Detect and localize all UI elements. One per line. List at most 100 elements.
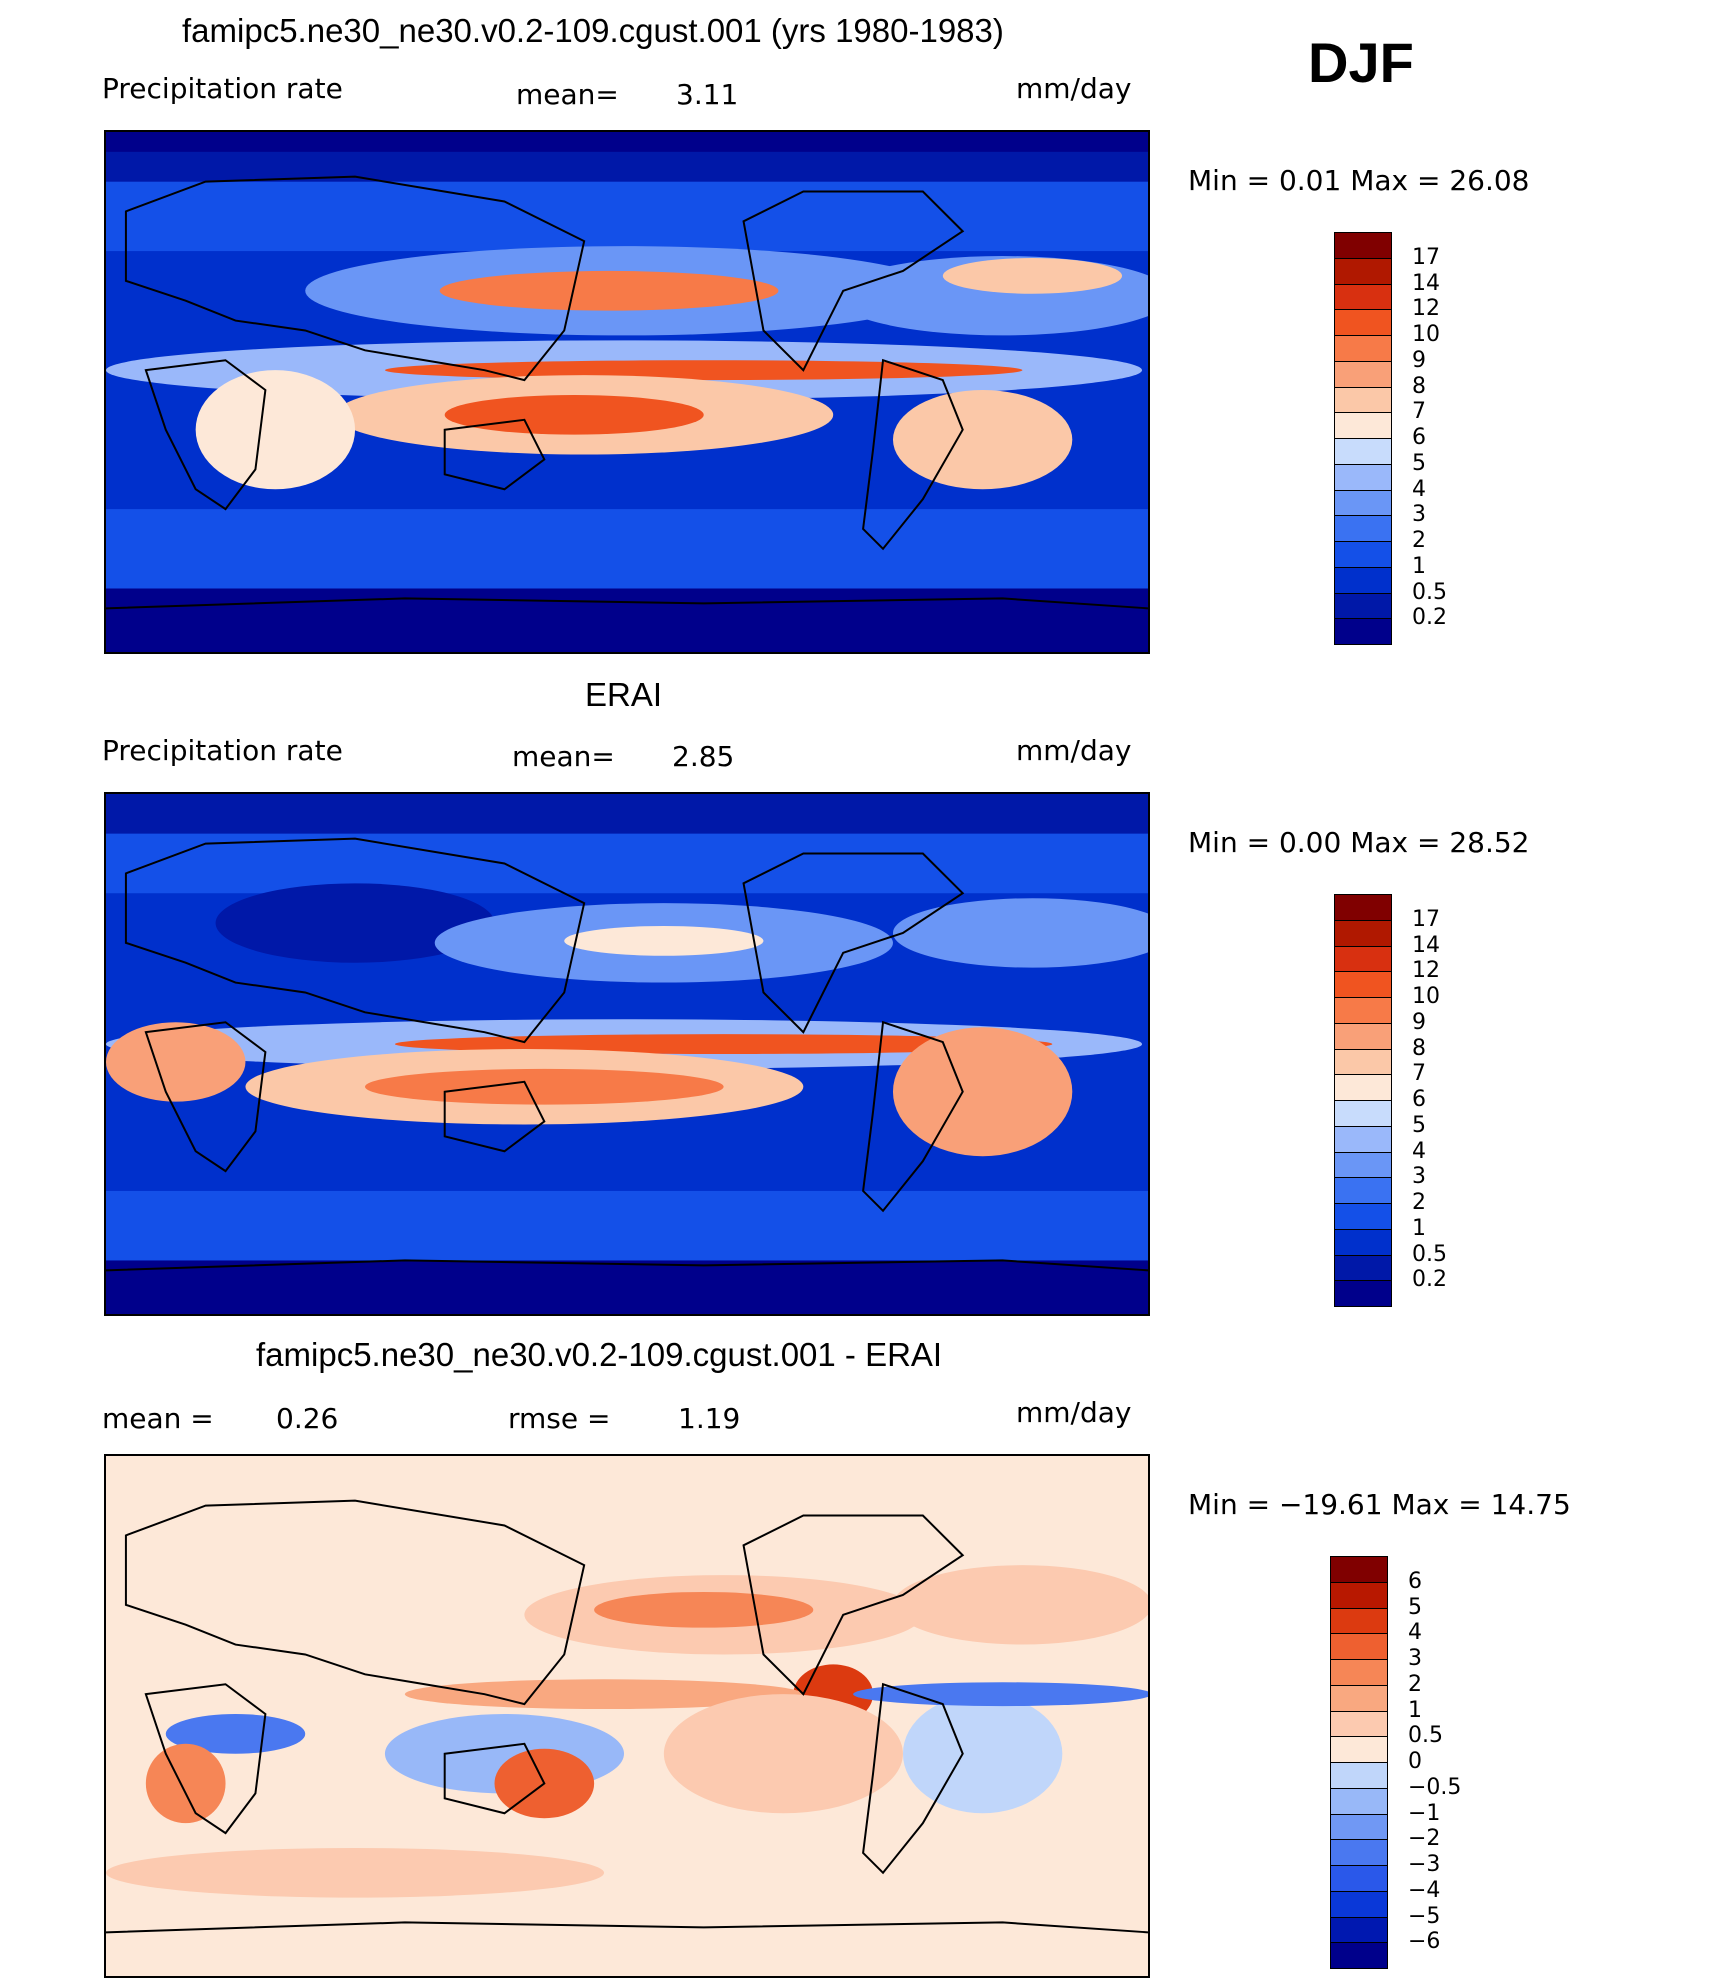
panel2-mean-value: 2.85	[672, 740, 735, 773]
panel1-map	[104, 130, 1150, 654]
colorbar-swatch	[1334, 412, 1392, 439]
colorbar-swatch	[1334, 1228, 1392, 1256]
colorbar-swatch	[1334, 386, 1392, 414]
panel3-map	[104, 1454, 1150, 1978]
panel3-mean-value: 0.26	[276, 1402, 339, 1435]
colorbar-tick-label: 10	[1412, 984, 1440, 1009]
colorbar-swatch	[1330, 1916, 1388, 1944]
colorbar-tick-label: −6	[1408, 1929, 1441, 1955]
colorbar-swatch	[1330, 1762, 1388, 1789]
colorbar-swatch	[1334, 919, 1392, 947]
colorbar-swatch	[1334, 438, 1392, 465]
colorbar-swatch	[1334, 1100, 1392, 1127]
panel3-rmse-value: 1.19	[678, 1402, 741, 1435]
colorbar-tick-label: 3	[1408, 1646, 1422, 1671]
panel2-map-field	[106, 794, 1148, 1314]
colorbar-tick-label: −4	[1408, 1877, 1441, 1903]
colorbar-tick-label: 17	[1412, 244, 1440, 270]
colorbar-tick-label: −5	[1408, 1903, 1441, 1929]
colorbar-swatch	[1334, 541, 1392, 568]
colorbar-swatch	[1334, 463, 1392, 491]
colorbar-swatch	[1330, 1890, 1388, 1918]
colorbar-swatch	[1334, 309, 1392, 336]
panel3-mean-label: mean =	[102, 1402, 214, 1435]
colorbar-tick-label: 4	[1408, 1620, 1422, 1646]
colorbar-tick-label: 9	[1412, 1009, 1426, 1035]
colorbar-swatch	[1334, 1254, 1392, 1282]
colorbar-tick-label: 0.2	[1412, 1267, 1447, 1293]
colorbar-swatch	[1334, 283, 1392, 311]
colorbar-tick-label: 0.2	[1412, 605, 1447, 631]
colorbar-tick-label: 3	[1412, 502, 1426, 528]
panel1-map-field	[106, 132, 1148, 652]
colorbar-swatch	[1334, 1074, 1392, 1101]
panel1-colorbar: 17 14 12 10 9 8 7 6 5 4 3 2 1 0.5 0.2	[1334, 232, 1534, 645]
colorbar-swatch	[1334, 1151, 1392, 1179]
colorbar-swatch	[1334, 489, 1392, 517]
colorbar-swatch	[1330, 1813, 1388, 1841]
panel2-mean-label: mean=	[512, 740, 615, 773]
colorbar-swatch	[1330, 1556, 1388, 1583]
colorbar-swatch	[1334, 618, 1392, 645]
colorbar-tick-label: 1	[1412, 553, 1426, 579]
colorbar-tick-label: 6	[1408, 1568, 1422, 1594]
colorbar-tick-label: 5	[1412, 1112, 1426, 1138]
panel1-variable-label: Precipitation rate	[102, 72, 343, 105]
panel3-rmse-label: rmse =	[508, 1402, 611, 1435]
panel2-variable-label: Precipitation rate	[102, 734, 343, 767]
colorbar-tick-label: 8	[1412, 1035, 1426, 1061]
colorbar-tick-label: 3	[1412, 1164, 1426, 1190]
colorbar-tick-label: 2	[1412, 528, 1426, 553]
colorbar-tick-label: 2	[1412, 1190, 1426, 1215]
panel2-units: mm/day	[1016, 734, 1132, 767]
colorbar-swatch	[1334, 257, 1392, 285]
colorbar-swatch	[1330, 1787, 1388, 1815]
panel2-map	[104, 792, 1150, 1316]
colorbar-tick-label: 0.5	[1412, 1241, 1447, 1267]
colorbar-tick-label: 1	[1408, 1697, 1422, 1723]
colorbar-swatch	[1330, 1607, 1388, 1635]
colorbar-tick-label: 7	[1412, 399, 1426, 425]
colorbar-tick-label: −1	[1408, 1800, 1441, 1826]
panel1-mean-label: mean=	[516, 78, 619, 111]
colorbar-swatch	[1330, 1633, 1388, 1660]
panel3-title: famipc5.ne30_ne30.v0.2-109.cgust.001 - E…	[256, 1336, 943, 1373]
colorbar-swatch	[1334, 1022, 1392, 1050]
panel1-units: mm/day	[1016, 72, 1132, 105]
colorbar-tick-label: 6	[1412, 1087, 1426, 1112]
panel1-mean-value: 3.11	[676, 78, 739, 111]
colorbar-tick-label: −0.5	[1408, 1774, 1462, 1800]
colorbar-swatch	[1334, 1203, 1392, 1230]
colorbar-swatch	[1334, 945, 1392, 973]
colorbar-swatch	[1334, 232, 1392, 259]
panel2-title: ERAI	[585, 676, 663, 713]
colorbar-tick-label: 8	[1412, 373, 1426, 399]
colorbar-tick-label: 6	[1412, 425, 1426, 450]
panel1-minmax: Min = 0.01 Max = 26.08	[1188, 164, 1530, 197]
colorbar-tick-label: 14	[1412, 932, 1440, 958]
colorbar-tick-label: 0.5	[1412, 579, 1447, 605]
colorbar-swatch	[1334, 360, 1392, 388]
colorbar-swatch	[1330, 1942, 1388, 1969]
colorbar-tick-label: 5	[1408, 1594, 1422, 1620]
season-label: DJF	[1308, 31, 1414, 94]
colorbar-tick-label: 14	[1412, 270, 1440, 296]
colorbar-tick-label: 9	[1412, 347, 1426, 373]
colorbar-swatch	[1334, 894, 1392, 921]
colorbar-tick-label: 1	[1412, 1215, 1426, 1241]
colorbar-tick-label: 4	[1412, 1138, 1426, 1164]
colorbar-swatch	[1330, 1581, 1388, 1609]
colorbar-tick-label: 0	[1408, 1749, 1422, 1774]
colorbar-swatch	[1330, 1839, 1388, 1866]
colorbar-swatch	[1334, 997, 1392, 1024]
colorbar-tick-label: 5	[1412, 450, 1426, 476]
colorbar-swatch	[1334, 335, 1392, 362]
panel2-minmax: Min = 0.00 Max = 28.52	[1188, 826, 1530, 859]
colorbar-swatch	[1334, 515, 1392, 542]
colorbar-swatch	[1330, 1865, 1388, 1892]
colorbar-swatch	[1334, 1048, 1392, 1076]
colorbar-swatch	[1334, 1280, 1392, 1307]
panel3-colorbar: 6 5 4 3 2 1 0.5 0 −0.5 −1 −2 −3 −4 −5 −6	[1330, 1556, 1530, 1969]
colorbar-tick-label: 7	[1412, 1061, 1426, 1087]
colorbar-tick-label: 0.5	[1408, 1723, 1443, 1749]
